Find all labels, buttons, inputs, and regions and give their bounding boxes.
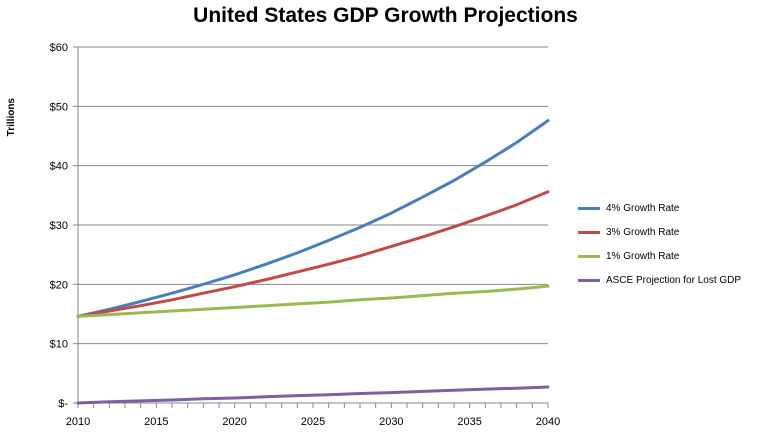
y-tick-label: $30 — [50, 220, 68, 232]
x-tick-label: 2010 — [66, 416, 90, 428]
series-line-4 — [76, 385, 550, 405]
x-tick-labels: 2010 2015 2020 2025 2030 2035 2040 — [66, 416, 560, 428]
legend-label: ASCE Projection for Lost GDP — [606, 274, 742, 286]
series-line-2 — [76, 190, 550, 318]
legend-item: 4% Growth Rate — [578, 196, 741, 220]
x-tick-label: 2030 — [379, 416, 403, 428]
x-tick-label: 2025 — [301, 416, 325, 428]
gridlines — [78, 46, 548, 345]
x-tick-label: 2040 — [536, 416, 560, 428]
y-tick-label: $20 — [50, 279, 68, 291]
axes — [73, 46, 549, 408]
series-lines — [76, 119, 550, 405]
x-tick-label: 2015 — [144, 416, 168, 428]
chart-title: United States GDP Growth Projections — [193, 4, 578, 27]
legend-label: 1% Growth Rate — [606, 250, 680, 262]
y-tick-label: $40 — [50, 161, 68, 173]
legend-swatch — [578, 206, 600, 210]
legend-label: 3% Growth Rate — [606, 226, 680, 238]
legend-swatch — [578, 254, 600, 258]
legend: 4% Growth Rate 3% Growth Rate 1% Growth Ra… — [578, 196, 741, 292]
y-tick-label: $50 — [50, 101, 68, 113]
legend-item: ASCE Projection for Lost GDP — [578, 268, 741, 292]
x-tick-label: 2035 — [457, 416, 481, 428]
series-line-3 — [76, 284, 550, 318]
y-tick-label: $10 — [50, 339, 68, 351]
x-tick-label: 2020 — [222, 416, 246, 428]
legend-swatch — [578, 230, 600, 234]
legend-item: 3% Growth Rate — [578, 220, 741, 244]
y-tick-labels: $- $10 $20 $30 $40 $50 $60 — [50, 42, 69, 410]
series-line-1 — [76, 119, 550, 318]
legend-label: 4% Growth Rate — [606, 202, 680, 214]
y-tick-label: $- — [58, 398, 68, 410]
legend-swatch — [578, 278, 600, 282]
y-tick-label: $60 — [50, 42, 68, 54]
legend-item: 1% Growth Rate — [578, 244, 741, 268]
